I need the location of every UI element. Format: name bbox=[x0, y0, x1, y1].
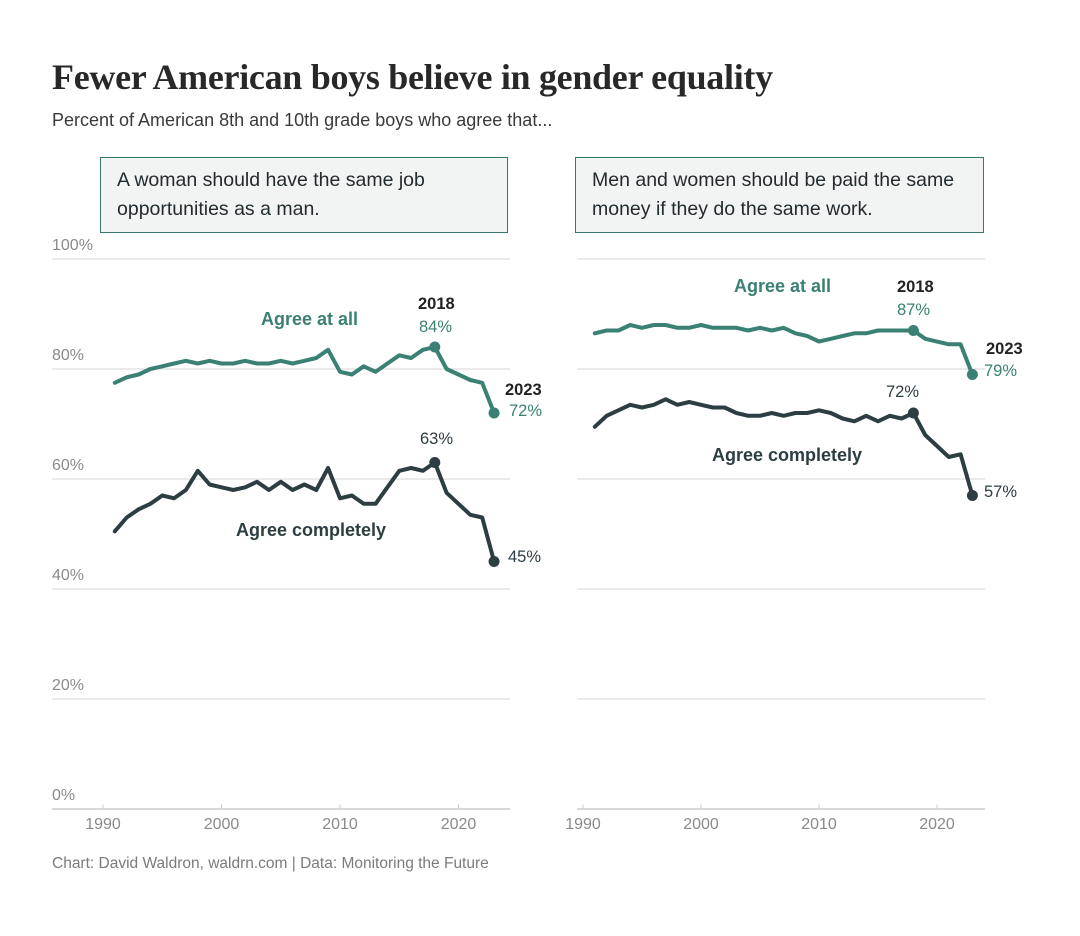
x-axis-label: 1990 bbox=[565, 816, 601, 833]
page-title: Fewer American boys believe in gender eq… bbox=[52, 57, 773, 97]
line-agree-at-all bbox=[592, 323, 975, 377]
x-axis-label: 2020 bbox=[919, 816, 955, 833]
point-marker-2023 bbox=[966, 369, 978, 380]
peak-year-label: 2018 bbox=[897, 278, 934, 296]
end-value-label: 57% bbox=[984, 483, 1018, 501]
x-axis-label: 2010 bbox=[801, 816, 837, 833]
peak-value-label: 87% bbox=[897, 301, 931, 319]
end-value-label: 72% bbox=[509, 402, 543, 420]
question-text: Men and women should be paid the same mo… bbox=[592, 169, 955, 220]
series-label-agree-completely: Agree completely bbox=[236, 520, 387, 540]
y-axis-label: 20% bbox=[52, 677, 85, 694]
series-label-agree-at-all: Agree at all bbox=[261, 309, 359, 329]
question-box-job-opportunities: A woman should have the same job opportu… bbox=[100, 157, 508, 233]
point-marker-2023 bbox=[488, 556, 500, 567]
end-year-label: 2023 bbox=[986, 340, 1023, 358]
point-marker-2023 bbox=[488, 407, 500, 419]
question-box-equal-pay: Men and women should be paid the same mo… bbox=[575, 157, 984, 233]
peak-value-label: 63% bbox=[420, 430, 454, 448]
peak-year-label: 2018 bbox=[418, 295, 455, 313]
x-axis-label: 1990 bbox=[85, 816, 121, 833]
x-axis-label: 2010 bbox=[322, 816, 358, 833]
page-subtitle: Percent of American 8th and 10th grade b… bbox=[52, 110, 553, 130]
y-axis-label: 60% bbox=[52, 457, 85, 474]
point-marker-2018 bbox=[429, 341, 441, 353]
peak-value-label: 84% bbox=[419, 318, 453, 336]
footer-credit: Chart: David Waldron, waldrn.com | Data:… bbox=[52, 855, 489, 872]
point-marker-2018 bbox=[429, 457, 441, 468]
point-marker-2018 bbox=[907, 407, 919, 419]
point-marker-2023 bbox=[966, 490, 978, 501]
x-axis-label: 2020 bbox=[440, 816, 477, 833]
question-text: A woman should have the same job opportu… bbox=[117, 169, 425, 220]
line-agree-at-all bbox=[112, 345, 497, 415]
y-axis-label: 40% bbox=[52, 567, 85, 584]
y-axis-label: 80% bbox=[52, 347, 85, 364]
end-value-label: 45% bbox=[508, 548, 542, 566]
series-label-agree-at-all: Agree at all bbox=[734, 276, 832, 296]
end-year-label: 2023 bbox=[505, 381, 542, 399]
point-marker-2018 bbox=[907, 325, 919, 336]
peak-value-label: 72% bbox=[886, 383, 920, 401]
x-axis-label: 2000 bbox=[683, 816, 719, 833]
series-label-agree-completely: Agree completely bbox=[712, 445, 863, 465]
x-axis-label: 2000 bbox=[203, 816, 240, 833]
y-axis-label: 100% bbox=[52, 237, 93, 254]
end-value-label: 79% bbox=[984, 362, 1018, 380]
line-agree-completely bbox=[112, 460, 497, 564]
y-axis-label: 0% bbox=[52, 787, 76, 804]
